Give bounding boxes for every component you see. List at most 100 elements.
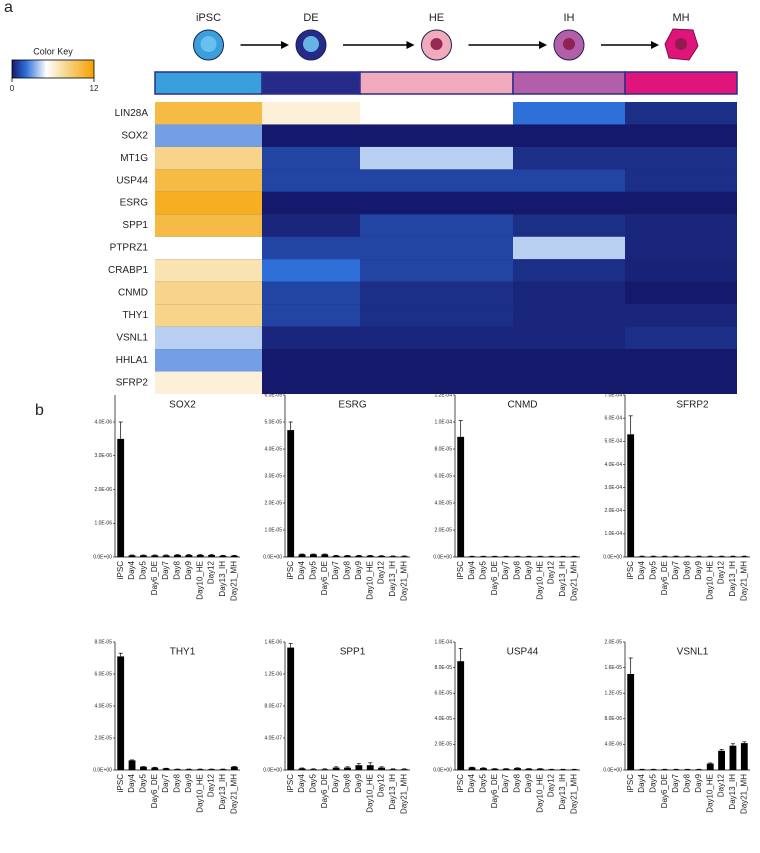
bar (287, 430, 295, 557)
y-tick-label: 2.0E-06 (94, 487, 112, 493)
bar (536, 768, 544, 770)
x-tick-label: Day4 (467, 560, 476, 579)
arrowhead (539, 41, 547, 49)
cell-nucleus (430, 38, 443, 50)
bar (400, 769, 408, 770)
x-tick-label: Day13_IH (728, 561, 737, 597)
bar (661, 769, 669, 770)
colorbar-tick-label: 0 (10, 84, 15, 93)
x-tick-label: Day12 (547, 560, 556, 584)
bar (128, 555, 136, 557)
x-tick-label: Day21_MH (399, 561, 408, 601)
row-label: USP44 (116, 175, 148, 186)
bar (525, 556, 533, 557)
bar (344, 767, 351, 770)
heatmap-cell (155, 102, 262, 125)
heatmap-cell (155, 169, 262, 192)
bar (298, 768, 306, 770)
x-tick-label: Day9 (524, 773, 533, 792)
heatmap-cell (262, 281, 360, 305)
chart-title: USP44 (507, 647, 539, 658)
x-tick-label: Day9 (354, 560, 363, 579)
heatmap-cell (513, 124, 625, 147)
bar (480, 556, 487, 557)
bar (684, 556, 691, 557)
y-tick-label: 4.0E-07 (264, 735, 282, 741)
row-label: THY1 (122, 310, 148, 321)
bar (208, 769, 215, 770)
x-tick-label: Day13_IH (218, 561, 227, 597)
x-tick-label: Day10_HE (195, 561, 204, 600)
heatmap-cell (513, 236, 625, 260)
heatmap-cell (155, 304, 262, 327)
y-tick-label: 1.0E-04 (604, 531, 622, 537)
x-tick-label: iPSC (286, 774, 295, 792)
heatmap-cell (360, 281, 513, 305)
x-tick-label: Day5 (479, 560, 488, 579)
bar (740, 743, 748, 770)
bar (718, 750, 725, 770)
heatmap-cell (360, 371, 513, 394)
x-tick-label: iPSC (286, 561, 295, 579)
heatmap-cell (513, 146, 625, 170)
y-tick-label: 5.0E-04 (604, 439, 622, 445)
heatmap-cell (262, 102, 360, 125)
bar (321, 769, 329, 770)
bar (389, 556, 397, 557)
bar (310, 769, 317, 770)
bar (230, 555, 238, 557)
panel-label: b (35, 402, 44, 419)
x-tick-label: iPSC (456, 561, 465, 579)
bar (480, 768, 487, 770)
bar (729, 745, 737, 770)
y-tick-label: 2.0E-05 (434, 742, 452, 748)
x-tick-label: Day13_IH (388, 561, 397, 597)
colorbar-tick-label: 12 (90, 84, 99, 93)
bar (650, 769, 657, 770)
bar (174, 769, 181, 770)
heatmap-cell (155, 281, 262, 305)
y-tick-label: 4.0E-06 (604, 742, 622, 748)
bar (468, 556, 476, 557)
bar (627, 434, 635, 557)
bar (514, 556, 521, 557)
y-tick-label: 1.0E-05 (264, 527, 282, 533)
heatmap-cell (513, 102, 625, 125)
bar (718, 556, 725, 557)
bar (287, 647, 295, 770)
y-tick-label: 6.0E-05 (434, 691, 452, 697)
bar (378, 767, 385, 770)
heatmap-cell (262, 304, 360, 327)
chart-title: THY1 (170, 647, 196, 658)
bar (140, 555, 147, 557)
bar (570, 769, 578, 770)
heatmap-cell (513, 371, 625, 394)
row-label: PTPRZ1 (110, 243, 149, 254)
bar (548, 769, 555, 770)
x-tick-label: Day12 (377, 560, 386, 584)
bar (185, 554, 193, 557)
y-tick-label: 0.0E+00 (263, 554, 282, 560)
heatmap-cell (262, 236, 360, 260)
x-tick-label: Day7 (161, 560, 170, 579)
row-label: HHLA1 (116, 355, 149, 366)
bar (117, 438, 125, 557)
heatmap-cell (360, 191, 513, 215)
y-tick-label: 2.0E-05 (264, 500, 282, 506)
x-tick-label: Day10_HE (195, 774, 204, 813)
x-tick-label: Day13_IH (558, 774, 567, 810)
bar (208, 554, 215, 557)
heatmap-cell (155, 124, 262, 147)
heatmap-cell (360, 124, 513, 147)
stage-bar (512, 71, 626, 95)
y-tick-label: 5.0E-05 (264, 419, 282, 425)
y-tick-label: 1.6E-05 (604, 665, 622, 671)
x-tick-label: Day12 (547, 773, 556, 797)
x-tick-label: Day8 (173, 560, 182, 579)
row-label: SPP1 (122, 220, 148, 231)
bar (366, 765, 374, 770)
cell-nucleus (675, 38, 687, 50)
bar (344, 555, 351, 557)
stage-label: IH (564, 12, 575, 24)
x-tick-label: Day12 (207, 773, 216, 797)
